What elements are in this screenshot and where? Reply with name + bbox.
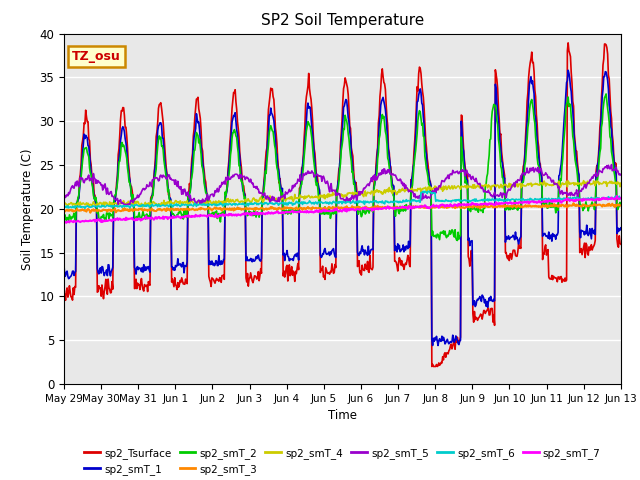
sp2_smT_3 xyxy=(428,204,435,210)
sp2_smT_2 xyxy=(127,192,135,198)
sp2_smT_6 xyxy=(70,204,78,209)
Line: sp2_smT_1: sp2_smT_1 xyxy=(64,70,621,346)
sp2_smT_7 xyxy=(185,213,193,218)
sp2_smT_7 xyxy=(63,220,70,226)
sp2_smT_1 xyxy=(617,225,625,231)
sp2_smT_6 xyxy=(411,198,419,204)
sp2_smT_4 xyxy=(70,201,78,206)
Line: sp2_smT_4: sp2_smT_4 xyxy=(64,180,621,207)
sp2_Tsurface xyxy=(70,291,78,297)
sp2_Tsurface xyxy=(410,148,418,154)
sp2_smT_3 xyxy=(411,204,419,210)
sp2_smT_5 xyxy=(214,189,222,195)
sp2_smT_4 xyxy=(138,204,146,210)
sp2_smT_6 xyxy=(128,202,136,208)
sp2_smT_1 xyxy=(127,193,135,199)
sp2_smT_3 xyxy=(570,200,577,206)
sp2_smT_5 xyxy=(428,192,435,197)
sp2_smT_1 xyxy=(214,263,221,268)
sp2_smT_2 xyxy=(60,214,68,219)
sp2_smT_1 xyxy=(410,160,418,166)
sp2_smT_7 xyxy=(128,215,136,221)
sp2_smT_2 xyxy=(454,238,461,243)
sp2_smT_3 xyxy=(185,207,193,213)
sp2_smT_5 xyxy=(70,185,78,191)
sp2_smT_1 xyxy=(60,263,68,268)
sp2_smT_4 xyxy=(214,199,222,205)
sp2_smT_4 xyxy=(60,201,68,206)
sp2_smT_1 xyxy=(426,180,434,186)
sp2_smT_7 xyxy=(214,213,222,219)
Line: sp2_Tsurface: sp2_Tsurface xyxy=(64,43,621,367)
sp2_smT_1 xyxy=(70,273,78,278)
sp2_smT_3 xyxy=(70,207,78,213)
Y-axis label: Soil Temperature (C): Soil Temperature (C) xyxy=(21,148,34,270)
sp2_smT_2 xyxy=(426,190,434,196)
X-axis label: Time: Time xyxy=(328,409,357,422)
Line: sp2_smT_6: sp2_smT_6 xyxy=(64,191,621,208)
sp2_smT_7 xyxy=(613,193,621,199)
sp2_smT_6 xyxy=(428,191,436,196)
sp2_Tsurface xyxy=(617,241,625,247)
sp2_smT_3 xyxy=(214,206,222,212)
sp2_Tsurface xyxy=(564,40,572,46)
sp2_Tsurface xyxy=(127,183,135,189)
sp2_smT_7 xyxy=(60,218,68,224)
sp2_smT_5 xyxy=(60,198,68,204)
sp2_smT_6 xyxy=(60,204,68,209)
Line: sp2_smT_7: sp2_smT_7 xyxy=(64,196,621,223)
sp2_smT_2 xyxy=(410,161,418,167)
Title: SP2 Soil Temperature: SP2 Soil Temperature xyxy=(260,13,424,28)
sp2_smT_4 xyxy=(580,178,588,183)
sp2_smT_3 xyxy=(60,207,68,213)
Text: TZ_osu: TZ_osu xyxy=(72,50,121,63)
Line: sp2_smT_5: sp2_smT_5 xyxy=(64,165,621,205)
sp2_smT_6 xyxy=(419,188,427,194)
sp2_smT_4 xyxy=(185,202,193,208)
sp2_smT_2 xyxy=(602,91,610,97)
sp2_Tsurface xyxy=(214,277,221,283)
Line: sp2_smT_2: sp2_smT_2 xyxy=(64,94,621,240)
sp2_smT_1 xyxy=(434,343,442,348)
sp2_Tsurface xyxy=(426,179,434,184)
sp2_smT_3 xyxy=(128,206,136,212)
sp2_smT_5 xyxy=(185,193,193,199)
sp2_Tsurface xyxy=(428,364,436,370)
sp2_smT_5 xyxy=(411,191,419,197)
sp2_smT_1 xyxy=(184,195,192,201)
sp2_smT_4 xyxy=(411,187,419,192)
sp2_smT_5 xyxy=(607,162,615,168)
sp2_smT_5 xyxy=(617,172,625,178)
sp2_smT_3 xyxy=(617,203,625,208)
sp2_smT_2 xyxy=(70,210,78,216)
sp2_smT_5 xyxy=(128,198,136,204)
sp2_smT_5 xyxy=(123,202,131,208)
sp2_smT_2 xyxy=(617,201,625,207)
sp2_smT_4 xyxy=(127,202,135,207)
sp2_smT_6 xyxy=(214,202,222,208)
sp2_smT_3 xyxy=(86,210,94,216)
sp2_smT_6 xyxy=(185,203,193,208)
sp2_smT_7 xyxy=(411,204,419,210)
sp2_smT_4 xyxy=(428,185,435,191)
sp2_smT_2 xyxy=(184,193,192,199)
Legend: sp2_Tsurface, sp2_smT_1, sp2_smT_2, sp2_smT_3, sp2_smT_4, sp2_smT_5, sp2_smT_6, : sp2_Tsurface, sp2_smT_1, sp2_smT_2, sp2_… xyxy=(80,444,605,479)
sp2_smT_1 xyxy=(564,67,572,73)
sp2_smT_7 xyxy=(71,218,79,224)
sp2_smT_2 xyxy=(214,216,221,221)
sp2_smT_7 xyxy=(617,195,625,201)
sp2_smT_4 xyxy=(617,180,625,186)
sp2_smT_7 xyxy=(428,204,435,210)
sp2_smT_6 xyxy=(617,195,625,201)
Line: sp2_smT_3: sp2_smT_3 xyxy=(64,203,621,213)
sp2_smT_6 xyxy=(81,205,89,211)
sp2_Tsurface xyxy=(60,297,68,303)
sp2_Tsurface xyxy=(184,200,192,205)
